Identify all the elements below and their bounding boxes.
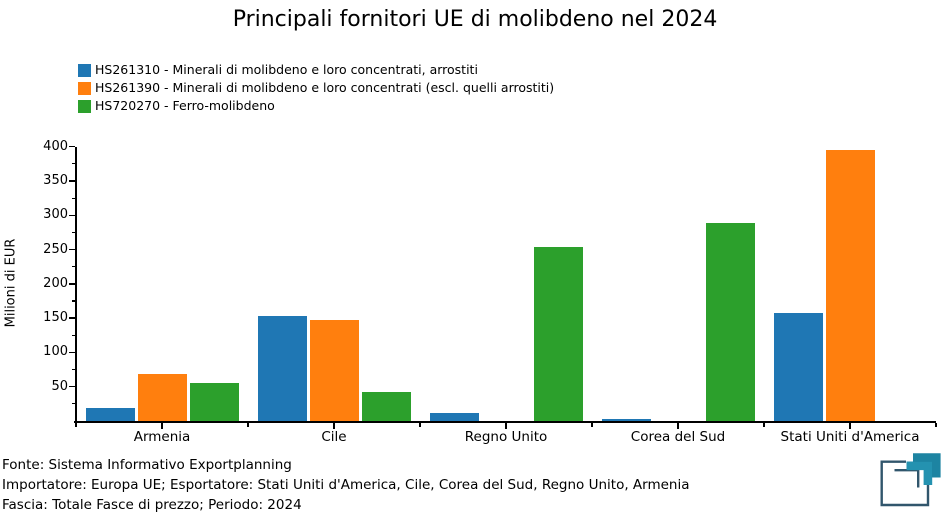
bar-2-0	[429, 412, 479, 421]
y-minor-tick	[72, 403, 76, 405]
legend: HS261310 - Minerali di molibdeno e loro …	[78, 61, 554, 115]
bar-0-2	[189, 382, 239, 421]
legend-label: HS261310 - Minerali di molibdeno e loro …	[95, 62, 478, 77]
x-axis-spine	[74, 421, 936, 423]
x-tick-label: Armenia	[133, 429, 191, 445]
x-tick	[677, 423, 679, 429]
legend-label: HS261390 - Minerali di molibdeno e loro …	[95, 80, 555, 95]
y-minor-tick	[72, 266, 76, 268]
legend-item: HS261390 - Minerali di molibdeno e loro …	[78, 79, 554, 97]
bar-1-0	[257, 316, 307, 421]
bar-2-2	[533, 247, 583, 421]
y-minor-tick	[72, 163, 76, 165]
legend-item: HS720270 - Ferro-molibdeno	[78, 97, 554, 115]
bar-3-0	[601, 418, 651, 421]
bar-3-2	[705, 222, 755, 421]
y-tick-label: 150	[43, 310, 68, 326]
x-minor-tick	[75, 423, 77, 427]
x-minor-tick	[763, 423, 765, 427]
legend-swatch-green-icon	[78, 99, 91, 113]
x-minor-tick	[247, 423, 249, 427]
x-tick	[505, 423, 507, 429]
x-minor-tick	[591, 423, 593, 427]
y-tick-label: 350	[43, 172, 68, 188]
bar-1-1	[309, 319, 359, 421]
legend-item: HS261310 - Minerali di molibdeno e loro …	[78, 61, 554, 79]
y-minor-tick	[72, 197, 76, 199]
y-tick	[69, 283, 75, 285]
legend-swatch-blue-icon	[78, 63, 91, 77]
exportplanning-logo	[880, 453, 941, 507]
y-tick	[69, 317, 75, 319]
bar-1-2	[361, 392, 411, 421]
x-tick	[849, 423, 851, 429]
y-axis-spine	[75, 146, 77, 423]
y-minor-tick	[72, 334, 76, 336]
y-minor-tick	[72, 368, 76, 371]
y-tick-label: 200	[43, 275, 68, 291]
y-tick	[69, 180, 75, 182]
footer: Fonte: Sistema Informativo Exportplannin…	[2, 455, 690, 515]
x-minor-tick	[935, 423, 937, 427]
bar-0-0	[85, 408, 135, 421]
legend-swatch-orange-icon	[78, 81, 91, 95]
bar-0-1	[137, 374, 187, 421]
y-axis-label: Milioni di EUR	[3, 238, 19, 328]
y-minor-tick	[72, 231, 76, 233]
x-tick	[333, 423, 335, 429]
footer-band-period: Fascia: Totale Fasce di prezzo; Periodo:…	[2, 497, 302, 513]
x-tick-label: Stati Uniti d'America	[780, 429, 920, 445]
y-tick-label: 400	[43, 138, 68, 154]
chart-title: Principali fornitori UE di molibdeno nel…	[232, 7, 718, 32]
y-tick-label: 100	[43, 344, 68, 360]
legend-label: HS720270 - Ferro-molibdeno	[95, 98, 275, 113]
y-tick	[69, 385, 75, 388]
y-tick-label: 250	[43, 241, 68, 257]
y-tick	[69, 248, 75, 251]
y-tick	[69, 214, 75, 216]
x-tick-label: Regno Unito	[464, 429, 548, 445]
y-tick-label: 50	[51, 378, 68, 394]
bar-4-0	[773, 313, 823, 421]
bar-4-1	[825, 150, 875, 421]
footer-source: Fonte: Sistema Informativo Exportplannin…	[2, 457, 292, 473]
y-tick	[69, 145, 75, 148]
x-tick	[161, 423, 163, 429]
y-tick	[69, 351, 75, 354]
y-tick-label: 300	[43, 207, 68, 223]
x-minor-tick	[419, 423, 421, 427]
footer-importer-exporter: Importatore: Europa UE; Esportatore: Sta…	[2, 477, 690, 493]
x-tick-label: Corea del Sud	[630, 429, 726, 445]
y-minor-tick	[72, 300, 76, 302]
x-tick-label: Cile	[321, 429, 347, 445]
